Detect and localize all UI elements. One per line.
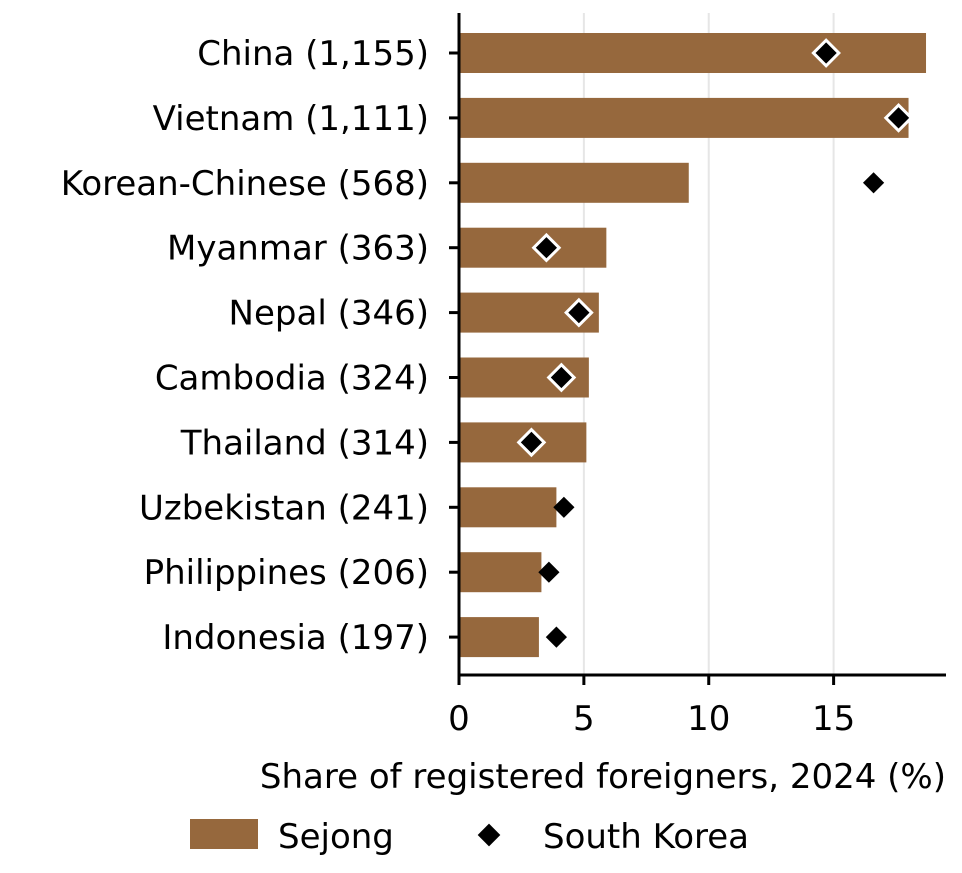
y-tick-label: Indonesia (197) [162, 618, 429, 658]
legend: Sejong South Korea [190, 817, 749, 857]
marker-south-korea [862, 172, 885, 194]
y-tick-label: China (1,155) [197, 34, 429, 74]
y-tick-label: Philippines (206) [144, 553, 429, 593]
bar-sejong [459, 97, 909, 138]
category-labels: China (1,155) Vietnam (1,111) Korean-Chine… [61, 34, 459, 658]
y-tick-label: Uzbekistan (241) [139, 488, 429, 528]
axes: 0 5 10 15 [448, 13, 946, 739]
legend-swatch-sejong [190, 819, 258, 849]
legend-swatch-south-korea [477, 823, 501, 847]
bar-sejong [459, 33, 927, 73]
x-tick-label: 10 [687, 699, 730, 739]
x-tick-label: 15 [812, 699, 855, 739]
bar-sejong [459, 162, 689, 203]
marker-south-korea [883, 103, 914, 133]
markers-south-korea [516, 38, 914, 648]
legend-label-sejong: Sejong [278, 817, 394, 857]
marker-south-korea [545, 626, 568, 648]
y-tick-label: Korean-Chinese (568) [61, 164, 429, 204]
bar-sejong [459, 617, 539, 658]
marker-south-korea [553, 496, 575, 518]
y-tick-label: Vietnam (1,111) [153, 99, 429, 139]
marker-south-korea [538, 561, 560, 583]
bar-sejong [459, 552, 542, 593]
x-axis-title: Share of registered foreigners, 2024 (%) [260, 757, 946, 797]
y-tick-label: Thailand (314) [180, 423, 429, 463]
bars-sejong [459, 33, 927, 658]
marker-south-korea [564, 297, 594, 328]
legend-label-south-korea: South Korea [543, 817, 749, 857]
y-tick-label: Cambodia (324) [155, 359, 429, 399]
bar-sejong [459, 487, 557, 528]
marker-south-korea [811, 38, 841, 68]
y-tick-label: Nepal (346) [229, 294, 429, 334]
x-tick-label: 5 [573, 699, 595, 739]
marker-south-korea [546, 362, 577, 393]
x-tick-label: 0 [448, 699, 470, 739]
marker-south-korea [516, 427, 547, 458]
y-tick-label: Myanmar (363) [167, 229, 429, 269]
marker-south-korea [531, 232, 562, 263]
